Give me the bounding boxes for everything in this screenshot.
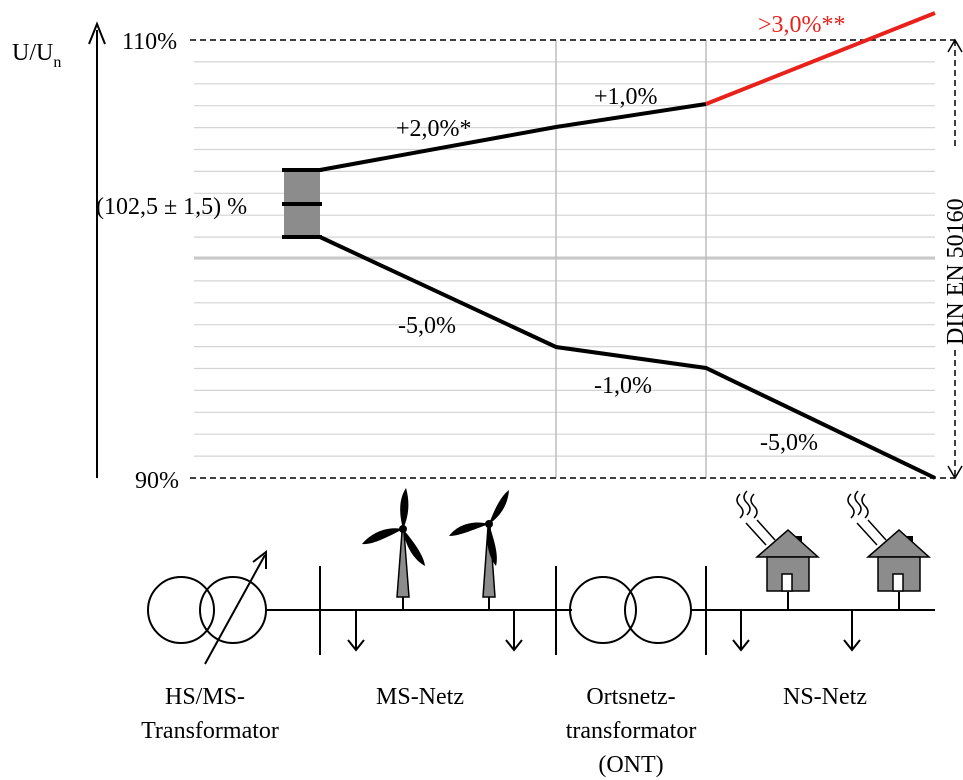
lower-ont-label: -1,0% [594, 373, 652, 399]
overvoltage-path [705, 11, 936, 106]
ont-label-1: Ortsnetz- [586, 684, 675, 710]
pv-house-2-icon [847, 490, 931, 592]
upper-ms-label: +2,0%* [396, 116, 472, 142]
ns-netz-label: NS-Netz [783, 684, 867, 710]
hs-ms-transformer-secondary-icon [199, 576, 267, 644]
y-axis-label: U/Un [12, 40, 61, 71]
lower-ms-label: -5,0% [398, 313, 456, 339]
norm-arrow-top [947, 38, 963, 53]
tap-changer-arrow-icon [204, 554, 266, 665]
setpoint-label: (102,5 ± 1,5) % [96, 194, 247, 220]
hs-ms-label-2: Transformator [141, 718, 279, 744]
label-90: 90% [135, 468, 179, 494]
upper-ns-label: >3,0%** [758, 12, 846, 38]
upper-ont-label: +1,0% [594, 84, 658, 110]
ont-label-3: (ONT) [598, 752, 663, 778]
network-schematic [147, 549, 935, 665]
ont-label-2: transformator [566, 718, 697, 744]
upper-voltage-path [319, 102, 707, 172]
lower-ns-label: -5,0% [760, 430, 818, 456]
label-110: 110% [122, 29, 177, 55]
norm-arrow-bottom [947, 465, 963, 480]
hs-ms-transformer-primary-icon [147, 576, 215, 644]
y-axis-arrow [88, 21, 106, 45]
norm-label-bg [944, 150, 963, 350]
norm-label: DIN EN 50160 [943, 198, 963, 345]
pv-house-1-icon [736, 490, 820, 592]
ont-secondary-icon [624, 576, 692, 644]
lower-voltage-path [319, 235, 936, 480]
ont-primary-icon [569, 576, 637, 644]
wind-turbine-1-icon [362, 488, 425, 598]
hs-ms-label-1: HS/MS- [165, 684, 245, 710]
ms-netz-label: MS-Netz [376, 684, 464, 710]
wind-turbine-2-icon [449, 490, 509, 598]
